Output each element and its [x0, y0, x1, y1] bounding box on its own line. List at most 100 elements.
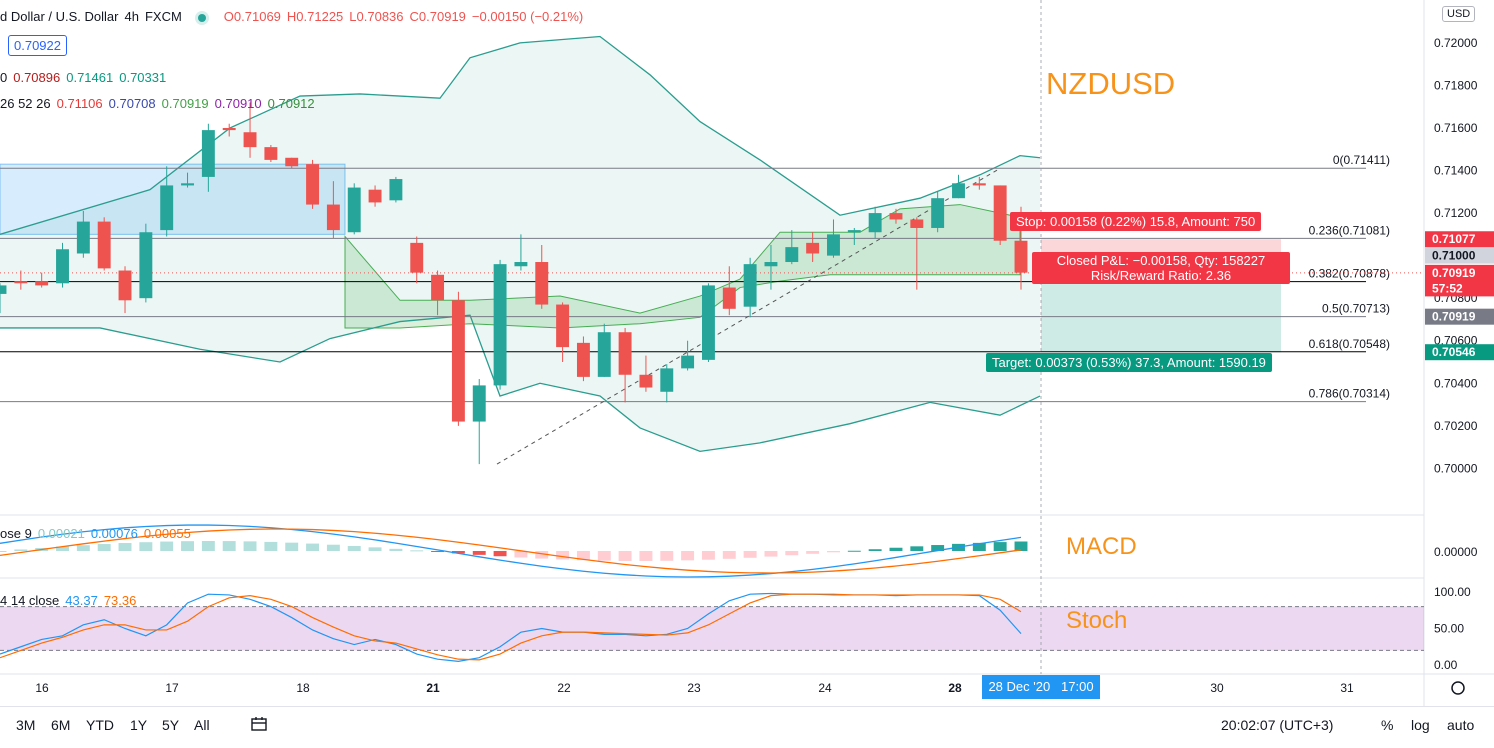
range-6m[interactable]: 6M [51, 717, 71, 733]
macd-tick: 0.00000 [1434, 545, 1478, 559]
candle-body [764, 262, 778, 267]
macd-hist-bar [535, 551, 549, 559]
price-tick: 0.70200 [1434, 419, 1478, 433]
ichimoku-lagging: 0.70919 [161, 96, 209, 111]
macd-hist-bar [139, 542, 153, 551]
target-label[interactable]: Target: 0.00373 (0.53%) 37.3, Amount: 15… [986, 353, 1272, 372]
price-tag-text: 0.70546 [1432, 345, 1476, 359]
macd-hist-bar [222, 541, 236, 551]
closed-pnl-label: Closed P&L: −0.00158, Qty: 158227 [1056, 253, 1266, 268]
ichimoku-legend: 26 52 26 0.71106 0.70708 0.70919 0.70910 0.70… [0, 96, 321, 111]
stoch-band [0, 606, 1424, 651]
bb-lower: 0.70331 [119, 70, 167, 85]
bb-lower-line [0, 314, 1041, 453]
candle-body [535, 262, 549, 305]
percent-toggle[interactable]: % [1381, 717, 1394, 733]
range-3m[interactable]: 3M [16, 717, 36, 733]
price-tag[interactable]: 0.70922 [8, 35, 67, 56]
stoch-tick: 0.00 [1434, 658, 1458, 672]
macd-hist-bar [764, 551, 778, 557]
candle-body [139, 232, 153, 299]
macd-signal-value: 0.00055 [143, 526, 191, 541]
bb-upper-line [0, 35, 1041, 235]
candle-body [118, 270, 132, 301]
stop-label[interactable]: Stop: 0.00158 (0.22%) 15.8, Amount: 750 [1010, 212, 1262, 231]
candle-body [806, 242, 820, 254]
time-tick: 30 [1210, 681, 1224, 695]
price-tag-bg [1425, 280, 1494, 297]
time-tick: 21 [426, 681, 440, 695]
candle-body [410, 242, 424, 273]
settings-icon[interactable] [1451, 681, 1465, 695]
price-tick: 0.71600 [1434, 121, 1478, 135]
currency-label[interactable]: USD [1442, 6, 1476, 22]
range-1y[interactable]: 1Y [130, 717, 148, 733]
log-toggle[interactable]: log [1411, 717, 1430, 733]
candle-body [847, 230, 861, 233]
candle-body [743, 264, 757, 307]
macd-hist-bar [827, 551, 840, 553]
risk-reward-label: Risk/Reward Ratio: 2.36 [1090, 268, 1232, 283]
auto-toggle[interactable]: auto [1447, 717, 1475, 733]
macd-hist-bar [472, 551, 486, 555]
macd-hist-bar [410, 550, 424, 552]
range-ytd[interactable]: YTD [86, 717, 114, 733]
ohlc-low: L0.70836 [349, 9, 404, 24]
candle-body [326, 204, 340, 231]
stoch-d-value: 73.36 [103, 593, 137, 608]
annotation-macd[interactable]: MACD [1066, 533, 1137, 560]
pnl-box[interactable]: Closed P&L: −0.00158, Qty: 158227 Risk/R… [1032, 252, 1290, 284]
macd-hist-bar [389, 548, 403, 551]
macd-hist-bar [993, 542, 1007, 551]
candle-body [868, 213, 882, 233]
clock-label[interactable]: 20:02:07 (UTC+3) [1221, 717, 1334, 733]
annotation-title[interactable]: NZDUSD [1046, 66, 1176, 101]
range-5y[interactable]: 5Y [162, 717, 180, 733]
stoch-tick: 100.00 [1434, 585, 1471, 599]
interval-label[interactable]: 4h [124, 9, 139, 24]
candle-body [222, 127, 236, 131]
price-tag-bg [1425, 308, 1494, 325]
market-status-icon [197, 13, 206, 22]
macd-hist-bar [639, 551, 653, 561]
candle-body [681, 355, 695, 369]
time-tick: 24 [818, 681, 832, 695]
symbol-name[interactable]: d Dollar / U.S. Dollar [0, 9, 119, 24]
stoch-tick: 50.00 [1434, 622, 1464, 636]
macd-hist-bar [181, 541, 194, 551]
macd-hist-bar [201, 541, 215, 551]
fib-label: 0(0.71411) [1333, 153, 1390, 167]
time-tick: 31 [1340, 681, 1354, 695]
bb-basis: 0.70896 [13, 70, 61, 85]
stoch-label: 4 14 close [0, 593, 60, 608]
candle-body [306, 164, 320, 205]
date-range-icon[interactable] [250, 715, 268, 736]
stoch-legend: 4 14 close 43.37 73.36 [0, 593, 142, 608]
macd-hist-bar [76, 545, 90, 551]
candle-body [451, 300, 465, 422]
candle-body [1014, 240, 1028, 273]
macd-hist-bar [972, 542, 986, 551]
candle-body [201, 130, 215, 177]
stoch-k-value: 43.37 [65, 593, 98, 608]
macd-hist-bar [97, 544, 111, 551]
ichimoku-lead2: 0.70912 [267, 96, 315, 111]
candle-body [431, 274, 445, 301]
macd-hist-bar [347, 545, 361, 551]
candle-body [618, 332, 632, 375]
macd-hist-bar [931, 545, 945, 551]
macd-hist-bar [0, 551, 7, 552]
candle-body [576, 342, 590, 377]
macd-hist-bar [160, 541, 174, 551]
macd-hist-bar [743, 551, 757, 558]
candle-body [285, 157, 299, 167]
candle-body [160, 185, 174, 231]
annotation-stoch[interactable]: Stoch [1066, 607, 1128, 634]
price-tick: 0.71200 [1434, 206, 1478, 220]
macd-hist-bar [847, 550, 861, 552]
range-all[interactable]: All [194, 717, 210, 733]
ohlc-open: O0.71069 [223, 9, 281, 24]
candle-body [181, 183, 194, 186]
macd-hist-bar [785, 551, 799, 556]
